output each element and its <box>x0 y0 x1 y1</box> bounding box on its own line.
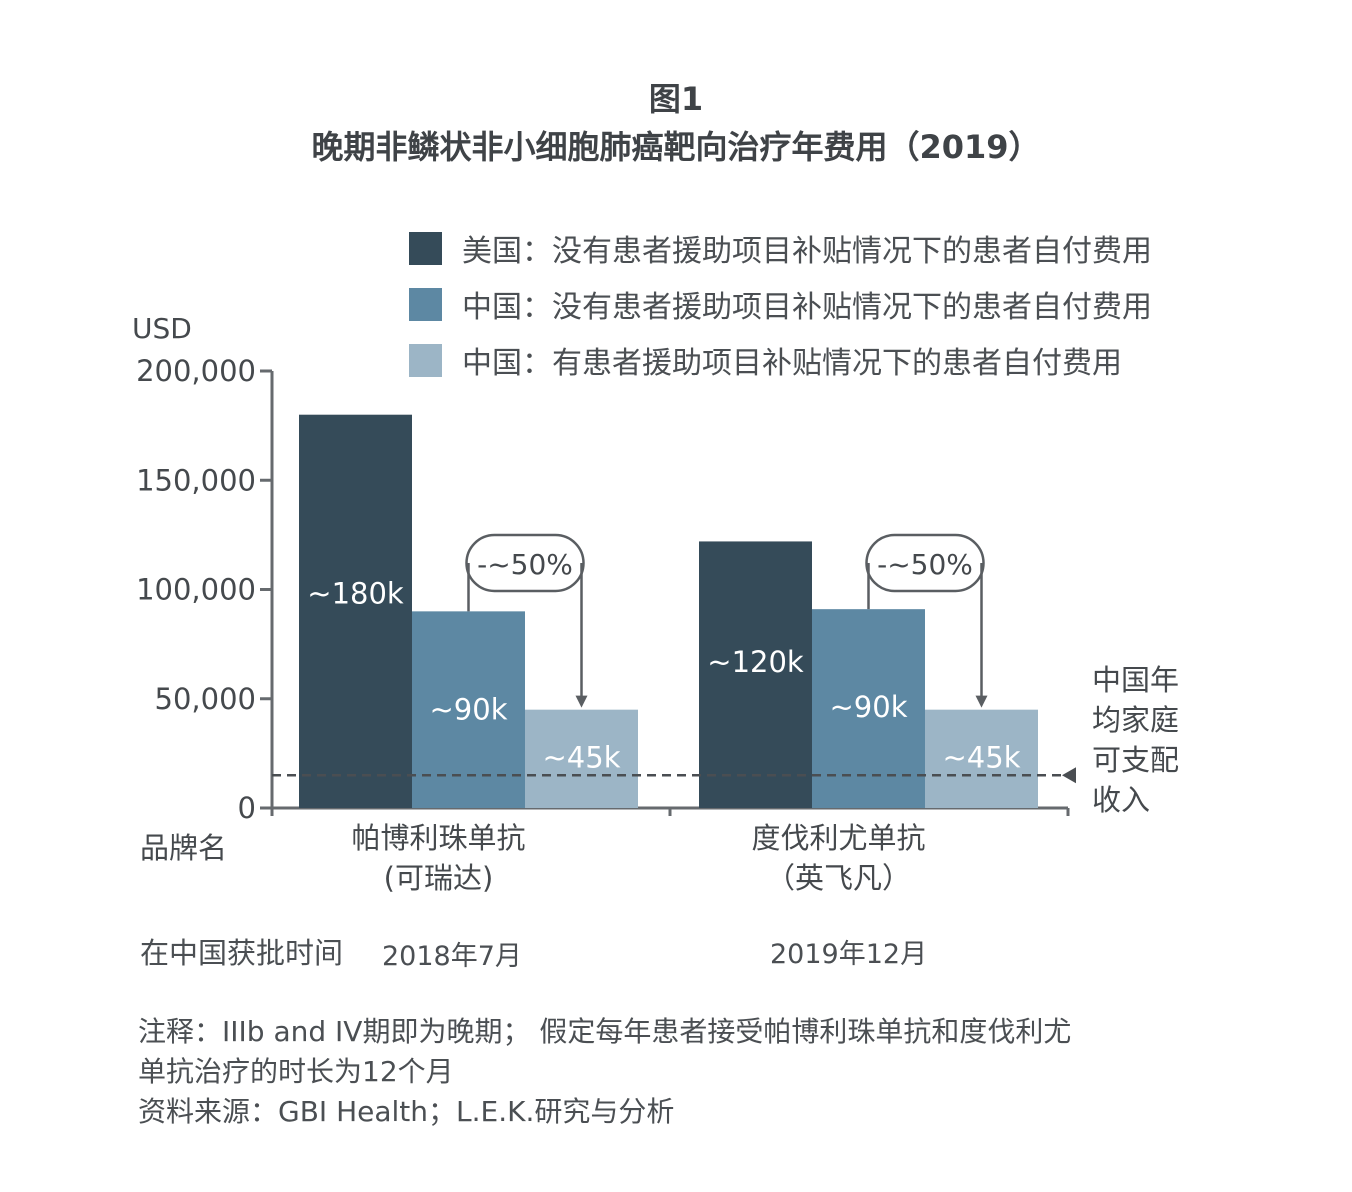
reduction-label: -~50% <box>477 548 573 581</box>
bar-durvalumab-series-2 <box>925 709 1038 808</box>
reference-line-label: 中国年 <box>1092 663 1179 697</box>
bar-durvalumab-series-0 <box>699 541 812 808</box>
bar-data-label: ~90k <box>830 690 908 724</box>
approval-date-pembrolizumab: 2018年7月 <box>382 941 522 972</box>
note-line-1: 注释：IIIb and IV期即为晚期； 假定每年患者接受帕博利珠单抗和度伐利尤 <box>138 1015 1072 1048</box>
y-tick-label: 0 <box>238 791 256 825</box>
approval-time-label: 在中国获批时间 <box>140 936 344 970</box>
legend-label-china-with-assistance: 中国：有患者援助项目补贴情况下的患者自付费用 <box>462 346 1122 381</box>
bar-data-label: ~45k <box>943 741 1021 775</box>
x-axis-label: 品牌名 <box>140 831 227 865</box>
reference-line-label: 可支配 <box>1092 743 1179 777</box>
legend-swatch-china-with-assistance <box>409 343 442 377</box>
reduction-capsule <box>465 533 585 593</box>
category-brand: (可瑞达) <box>384 861 494 895</box>
approval-date-durvalumab: 2019年12月 <box>770 939 928 970</box>
legend-swatch-us <box>409 231 442 265</box>
reduction-label: -~50% <box>877 548 973 581</box>
figure-number: 图1 <box>648 80 704 118</box>
bar-pembrolizumab-series-0 <box>299 414 412 808</box>
chart-title: 晚期非鳞状非小细胞肺癌靶向治疗年费用（2019） <box>311 128 1041 166</box>
reduction-capsule <box>865 533 985 593</box>
bar-pembrolizumab-series-2 <box>525 709 638 808</box>
note-line-2: 单抗治疗的时长为12个月 <box>138 1055 454 1088</box>
legend-label-us: 美国：没有患者援助项目补贴情况下的患者自付费用 <box>462 234 1152 269</box>
source-line: 资料来源：GBI Health；L.E.K.研究与分析 <box>138 1095 675 1128</box>
bar-data-label: ~120k <box>707 645 804 679</box>
reduction-arrow-head <box>575 695 588 708</box>
bar-data-label: ~90k <box>430 692 508 726</box>
reference-line-label: 收入 <box>1092 783 1150 817</box>
legend-label-china-no-assistance: 中国：没有患者援助项目补贴情况下的患者自付费用 <box>462 290 1152 325</box>
reduction-arrow-head <box>975 695 988 708</box>
y-tick-label: 50,000 <box>155 682 256 716</box>
y-tick-label: 100,000 <box>136 573 256 607</box>
y-tick-label: 150,000 <box>136 463 256 497</box>
reference-line-label: 均家庭 <box>1092 703 1179 737</box>
legend-item-china-with-assistance: 中国：有患者援助项目补贴情况下的患者自付费用 <box>409 332 1152 388</box>
notes: 注释：IIIb and IV期即为晚期； 假定每年患者接受帕博利珠单抗和度伐利尤… <box>138 1012 1218 1132</box>
legend-swatch-china-no-assistance <box>409 287 442 321</box>
category-brand: （英飞凡） <box>766 861 911 895</box>
legend: 美国：没有患者援助项目补贴情况下的患者自付费用 中国：没有患者援助项目补贴情况下… <box>409 220 1152 388</box>
y-tick-label: 200,000 <box>136 354 256 388</box>
category-name: 帕博利珠单抗 <box>351 821 525 855</box>
legend-item-china-no-assistance: 中国：没有患者援助项目补贴情况下的患者自付费用 <box>409 276 1152 332</box>
bar-data-label: ~180k <box>307 576 404 610</box>
legend-item-us: 美国：没有患者援助项目补贴情况下的患者自付费用 <box>409 220 1152 276</box>
reference-line-arrow <box>1062 767 1076 784</box>
bar-data-label: ~45k <box>543 741 621 775</box>
y-axis-unit-label: USD <box>132 312 192 345</box>
category-name: 度伐利尤单抗 <box>751 821 925 855</box>
